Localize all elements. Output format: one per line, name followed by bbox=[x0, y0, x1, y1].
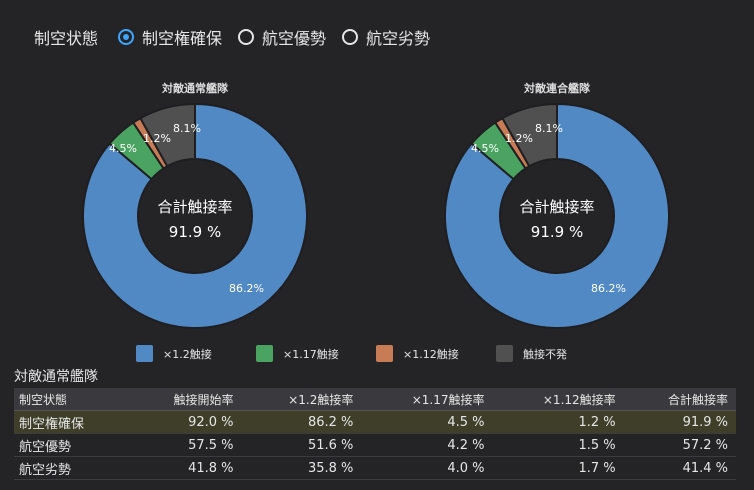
charts-area: 対敵通常艦隊 86.2% 4.5% 1.2% 8.1% 合計触接率 91.9 % 対敵連合… bbox=[82, 82, 670, 329]
table-header-row: 制空状態 触接開始率 ×1.2触接率 ×1.17触接率 ×1.12触接率 合計触… bbox=[14, 388, 736, 411]
table-cell: 1.7 % bbox=[492, 456, 624, 480]
legend-label: 触接不発 bbox=[523, 347, 567, 361]
table-row: 制空権確保 92.0 % 86.2 % 4.5 % 1.2 % 91.9 % bbox=[14, 410, 736, 434]
table-cell: 86.2 % bbox=[241, 410, 362, 434]
donut-center-label: 合計触接率 bbox=[519, 198, 594, 216]
column-header: 触接開始率 bbox=[129, 388, 242, 411]
slice-value-label: 1.2% bbox=[143, 132, 171, 145]
legend-label: ×1.17触接 bbox=[283, 347, 339, 361]
chart-title-combined-fleet: 対敵連合艦隊 bbox=[524, 82, 590, 95]
table-cell: 41.8 % bbox=[129, 456, 242, 480]
column-header: 制空状態 bbox=[14, 388, 130, 411]
radio-air-supremacy[interactable]: 航空優勢 bbox=[238, 25, 326, 49]
legend-swatch bbox=[376, 345, 393, 362]
table-cell: 航空劣勢 bbox=[14, 456, 130, 480]
table-cell: 51.6 % bbox=[241, 433, 362, 457]
donut-slice[interactable] bbox=[501, 102, 558, 168]
table-cell: 91.9 % bbox=[623, 410, 736, 434]
radio-label[interactable]: 航空劣勢 bbox=[366, 29, 431, 48]
table-cell: 1.5 % bbox=[492, 433, 624, 457]
table-cell: 4.5 % bbox=[361, 410, 493, 434]
legend-swatch bbox=[256, 345, 273, 362]
legend-label: ×1.12触接 bbox=[403, 347, 459, 361]
radio-air-denial[interactable]: 航空劣勢 bbox=[342, 25, 430, 49]
table-cell: 1.2 % bbox=[492, 410, 624, 434]
radio-selected-icon[interactable] bbox=[118, 29, 135, 45]
slice-value-label: 86.2% bbox=[229, 282, 264, 295]
air-state-label: 制空状態 bbox=[34, 29, 99, 48]
legend-label: ×1.2触接 bbox=[163, 347, 212, 361]
column-header: ×1.17触接率 bbox=[361, 388, 493, 411]
legend-item[interactable]: ×1.2触接 bbox=[136, 345, 212, 362]
donut-chart-normal-fleet: 86.2% 4.5% 1.2%8.1% 合計触接率 91.9 % bbox=[82, 102, 308, 329]
legend-swatch bbox=[136, 345, 153, 362]
donut-slice[interactable] bbox=[139, 102, 196, 168]
legend-item[interactable]: ×1.12触接 bbox=[376, 345, 459, 362]
slice-value-label: 8.1% bbox=[173, 122, 201, 135]
table-cell: 41.4 % bbox=[623, 456, 736, 480]
chart-legend: ×1.2触接 ×1.17触接 ×1.12触接 触接不発 bbox=[0, 345, 754, 367]
table-cell: 制空権確保 bbox=[14, 410, 130, 434]
table-cell: 4.2 % bbox=[361, 433, 493, 457]
radio-label[interactable]: 制空権確保 bbox=[142, 29, 223, 48]
radio-unselected-icon[interactable] bbox=[342, 29, 359, 45]
column-header: ×1.2触接率 bbox=[241, 388, 362, 411]
donut-center-label: 合計触接率 bbox=[157, 198, 232, 216]
table-cell: 57.2 % bbox=[623, 433, 736, 457]
table-title: 対敵通常艦隊 bbox=[14, 369, 98, 385]
air-state-selector: 制空状態 制空権確保 航空優勢 航空劣勢 bbox=[34, 24, 446, 50]
chart-title-normal-fleet: 対敵通常艦隊 bbox=[162, 82, 228, 95]
table-cell: 57.5 % bbox=[129, 433, 242, 457]
legend-item[interactable]: ×1.17触接 bbox=[256, 345, 339, 362]
table-row: 航空優勢 57.5 % 51.6 % 4.2 % 1.5 % 57.2 % bbox=[14, 433, 736, 457]
table-cell: 航空優勢 bbox=[14, 433, 130, 457]
table-row: 航空劣勢 41.8 % 35.8 % 4.0 % 1.7 % 41.4 % bbox=[14, 456, 736, 480]
table-cell: 4.0 % bbox=[361, 456, 493, 480]
slice-value-label: 4.5% bbox=[109, 142, 137, 155]
table-cell: 35.8 % bbox=[241, 456, 362, 480]
column-header: 合計触接率 bbox=[623, 388, 736, 411]
slice-value-label: 4.5% bbox=[471, 142, 499, 155]
table-cell: 92.0 % bbox=[129, 410, 242, 434]
slice-value-label: 86.2% bbox=[591, 282, 626, 295]
donut-center-value: 91.9 % bbox=[169, 223, 221, 241]
donut-slice[interactable] bbox=[82, 102, 308, 329]
radio-unselected-icon[interactable] bbox=[238, 29, 255, 45]
donut-slice[interactable] bbox=[444, 102, 670, 329]
column-header: ×1.12触接率 bbox=[492, 388, 624, 411]
legend-swatch bbox=[496, 345, 513, 362]
legend-item[interactable]: 触接不発 bbox=[496, 345, 567, 362]
donut-chart-combined-fleet: 86.2% 4.5% 1.2%8.1% 合計触接率 91.9 % bbox=[444, 102, 670, 329]
contact-rate-table: 制空状態 触接開始率 ×1.2触接率 ×1.17触接率 ×1.12触接率 合計触… bbox=[14, 388, 736, 480]
slice-value-label: 8.1% bbox=[535, 122, 563, 135]
radio-label[interactable]: 航空優勢 bbox=[262, 29, 327, 48]
donut-center-value: 91.9 % bbox=[531, 223, 583, 241]
radio-air-superiority[interactable]: 制空権確保 bbox=[118, 25, 222, 49]
slice-value-label: 1.2% bbox=[505, 132, 533, 145]
